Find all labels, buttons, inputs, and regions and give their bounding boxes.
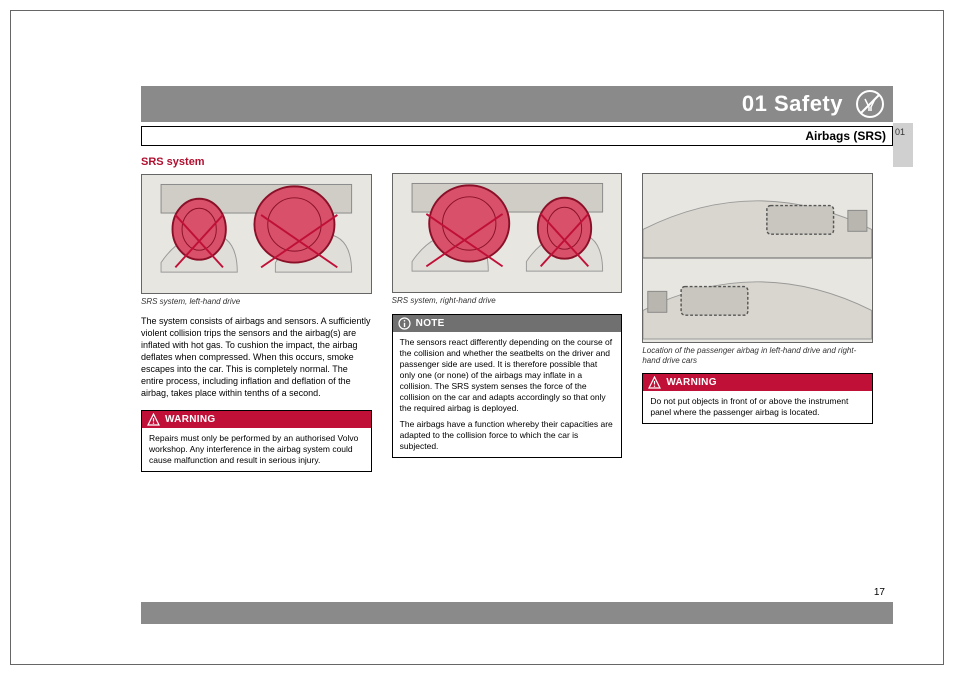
warning-body-1: Repairs must only be performed by an aut…: [142, 428, 371, 471]
note-box: NOTE The sensors react differently depen…: [392, 314, 623, 458]
warning-body-2: Do not put objects in front of or above …: [643, 391, 872, 423]
column-1: SRS system: [141, 156, 372, 574]
figure-srs-right-hand: [392, 173, 623, 293]
warning-box-1: WARNING Repairs must only be performed b…: [141, 410, 372, 472]
figure-caption-2: SRS system, right-hand drive: [392, 296, 623, 306]
warning-header-1: WARNING: [142, 411, 371, 428]
note-paragraph-2: The airbags have a function whereby thei…: [400, 419, 615, 452]
no-hands-icon: [855, 89, 885, 119]
note-paragraph-1: The sensors react differently depending …: [400, 337, 615, 414]
figure-airbag-location: [642, 173, 873, 343]
column-2: SRS system, right-hand drive NOTE The se…: [392, 156, 623, 574]
chapter-title: 01 Safety: [742, 91, 843, 117]
info-icon: [398, 317, 411, 330]
content-columns: SRS system: [141, 156, 873, 574]
page-number: 17: [874, 587, 885, 598]
footer-bar: [141, 602, 893, 624]
figure-srs-left-hand: [141, 174, 372, 294]
section-subheader: Airbags (SRS): [141, 126, 893, 146]
note-header: NOTE: [393, 315, 622, 332]
warning-triangle-icon: [147, 413, 160, 426]
warning-box-2: WARNING Do not put objects in front of o…: [642, 373, 873, 424]
warning-title-1: WARNING: [165, 414, 215, 425]
column-3: Location of the passenger airbag in left…: [642, 156, 873, 574]
warning-triangle-icon: [648, 376, 661, 389]
note-title: NOTE: [416, 318, 445, 329]
figure-caption-1: SRS system, left-hand drive: [141, 297, 372, 307]
chapter-side-tab: 01: [893, 123, 913, 167]
section-subtitle: Airbags (SRS): [805, 129, 886, 143]
warning-header-2: WARNING: [643, 374, 872, 391]
figure-caption-3: Location of the passenger airbag in left…: [642, 346, 873, 365]
chapter-header: 01 Safety: [141, 86, 893, 122]
warning-title-2: WARNING: [666, 377, 716, 388]
srs-section-title: SRS system: [141, 156, 372, 168]
note-body: The sensors react differently depending …: [393, 332, 622, 457]
page-frame: 01 Safety Airbags (SRS) 01 SRS system: [10, 10, 944, 665]
srs-body-text: The system consists of airbags and senso…: [141, 315, 372, 400]
